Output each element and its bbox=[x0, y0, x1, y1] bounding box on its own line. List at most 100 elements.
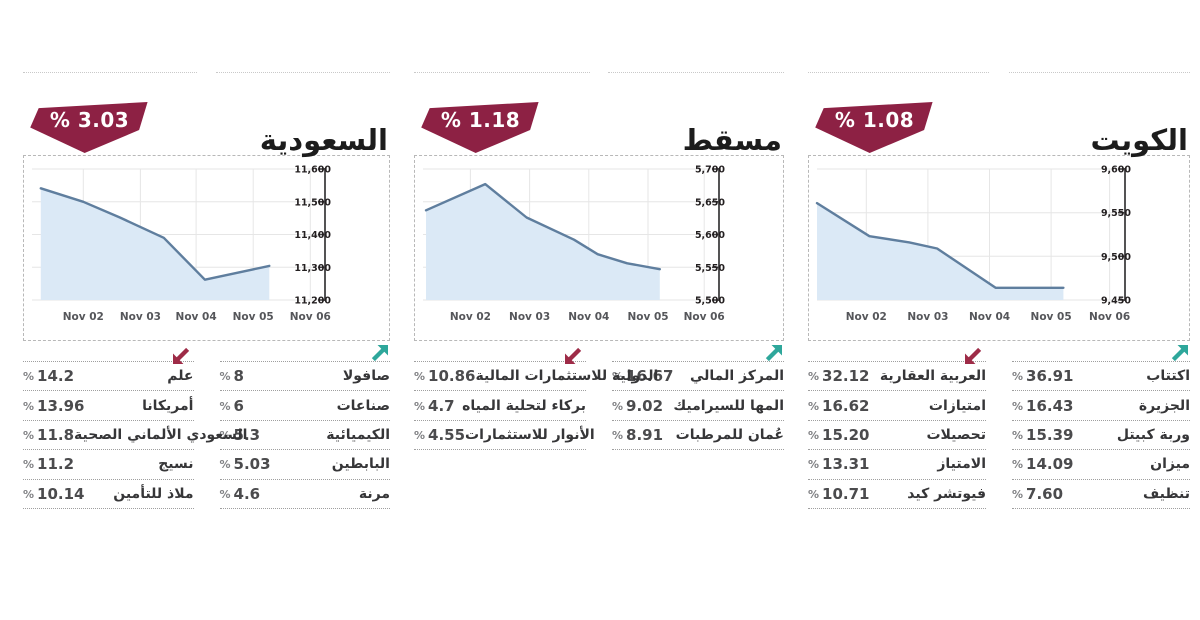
stock-change-value: % 13.31 bbox=[808, 455, 870, 474]
svg-text:9,550: 9,550 bbox=[1101, 208, 1131, 219]
percent-sign: % bbox=[1012, 370, 1024, 384]
svg-text:Nov 05: Nov 05 bbox=[627, 311, 668, 323]
svg-text:5,600: 5,600 bbox=[695, 230, 725, 241]
area-chart: 9,600 9,550 9,500 9,450 Nov 02 Nov 03 Nov 04 No… bbox=[815, 165, 1131, 323]
svg-text:11,500: 11,500 bbox=[294, 197, 331, 208]
percent-sign: % bbox=[808, 487, 820, 501]
percent-sign: % bbox=[219, 370, 231, 384]
top-divider bbox=[808, 72, 1190, 73]
index-chart-frame: 11,600 11,500 11,400 11,300 11,200 Nov 02 Nov … bbox=[23, 155, 390, 341]
market-title: مسقط bbox=[682, 123, 782, 157]
stock-name: الكيميائية bbox=[326, 426, 390, 443]
percent-sign: % bbox=[414, 370, 426, 384]
stock-row: % 7.60 تنظيف bbox=[1012, 480, 1190, 509]
losers-list: % 32.12 العربية العقارية % 16.62 امتيازات % 15.… bbox=[808, 362, 986, 509]
panel-header: % 1.08 الكويت bbox=[808, 73, 1190, 155]
losers-list: % 10.86 الدولية للاستثمارات المالية % 4.7 برك… bbox=[414, 362, 658, 451]
stock-change-value: % 13.96 bbox=[23, 396, 85, 415]
percent-sign: % bbox=[612, 399, 624, 413]
stock-change-value: % 4.6 bbox=[219, 484, 261, 503]
svg-text:11,300: 11,300 bbox=[294, 263, 331, 274]
stock-row: % 15.20 تحصيلات bbox=[808, 421, 986, 451]
stock-row: % 10.71 فيوتشر كيد bbox=[808, 480, 986, 509]
svg-text:11,200: 11,200 bbox=[294, 296, 331, 307]
losers-list: % 14.2 علم % 13.96 أمريكانا % 11.8 السعودي الألم… bbox=[23, 362, 247, 509]
svg-text:Nov 06: Nov 06 bbox=[1089, 311, 1130, 323]
svg-text:Nov 04: Nov 04 bbox=[969, 311, 1010, 323]
stock-row: % 5.3 الكيميائية bbox=[219, 421, 390, 451]
stock-change-value: % 8.91 bbox=[612, 425, 664, 444]
svg-text:Nov 04: Nov 04 bbox=[176, 311, 217, 323]
stock-row: % 32.12 العربية العقارية bbox=[808, 362, 986, 392]
stock-row: % 11.2 نسيج bbox=[23, 450, 194, 480]
down-left-arrow-icon bbox=[565, 345, 584, 364]
stock-change-value: % 7.60 bbox=[1012, 484, 1064, 503]
svg-text:Nov 06: Nov 06 bbox=[290, 311, 331, 323]
percent-sign: % bbox=[612, 370, 624, 384]
percent-sign: % bbox=[808, 399, 820, 413]
stock-change-value: % 16.43 bbox=[1012, 396, 1074, 415]
stock-change-value: % 32.12 bbox=[808, 367, 870, 386]
stock-name: المركز المالي bbox=[690, 368, 784, 385]
percent-sign: % bbox=[219, 487, 231, 501]
svg-text:Nov 03: Nov 03 bbox=[120, 311, 161, 323]
svg-text:Nov 03: Nov 03 bbox=[907, 311, 948, 323]
percent-sign: % bbox=[23, 428, 35, 442]
stock-name: البابطين bbox=[331, 456, 390, 473]
stock-change-value: % 4.55 bbox=[414, 425, 466, 444]
svg-text:Nov 02: Nov 02 bbox=[63, 311, 104, 323]
svg-text:Nov 04: Nov 04 bbox=[568, 311, 609, 323]
stock-row: % 10.14 ملاذ للتأمين bbox=[23, 480, 194, 509]
stock-change-value: % 8 bbox=[219, 367, 244, 386]
panel-header: % 3.03 السعودية bbox=[23, 73, 390, 155]
svg-text:Nov 02: Nov 02 bbox=[450, 311, 491, 323]
stock-name: مرنة bbox=[358, 485, 390, 502]
stock-row: % 15.39 وربة كبيتل bbox=[1012, 421, 1190, 451]
percent-sign: % bbox=[612, 428, 624, 442]
stock-row: % 13.96 أمريكانا bbox=[23, 391, 194, 421]
stock-row: % 13.31 الامتياز bbox=[808, 450, 986, 480]
stock-name: امتيازات bbox=[928, 397, 986, 414]
stock-row: % 4.7 بركاء لتحلية المياه bbox=[414, 391, 586, 421]
stock-name: صافولا bbox=[342, 368, 390, 385]
up-right-arrow-icon bbox=[763, 345, 782, 364]
stock-name: الجزيرة bbox=[1138, 397, 1190, 414]
stock-change-value: % 14.2 bbox=[23, 367, 75, 386]
percent-sign: % bbox=[219, 399, 231, 413]
stock-row: % 4.55 الأنوار للاستثمارات bbox=[414, 421, 595, 451]
svg-text:Nov 03: Nov 03 bbox=[509, 311, 550, 323]
stock-change-value: % 36.91 bbox=[1012, 367, 1074, 386]
stock-name: عُمان للمرطبات bbox=[675, 426, 784, 443]
svg-text:Nov 06: Nov 06 bbox=[684, 311, 725, 323]
stock-name: تحصيلات bbox=[926, 426, 986, 443]
percent-sign: % bbox=[808, 428, 820, 442]
stock-name: علم bbox=[167, 368, 194, 385]
movers-tables: % 16.67 المركز المالي % 9.02 المها للسيراميك%… bbox=[414, 342, 784, 451]
market-panel-kuwait: % 1.08 الكويت 9,600 9,550 9,500 9,450 Nov 02… bbox=[808, 72, 1190, 620]
svg-text:Nov 02: Nov 02 bbox=[846, 311, 887, 323]
index-change-value: % 1.18 bbox=[440, 108, 521, 132]
svg-text:9,450: 9,450 bbox=[1101, 296, 1131, 307]
up-right-arrow-icon bbox=[1169, 345, 1188, 364]
percent-sign: % bbox=[219, 428, 231, 442]
stock-row: % 6 صناعات bbox=[219, 391, 390, 421]
percent-sign: % bbox=[1012, 487, 1024, 501]
stock-name: تنظيف bbox=[1143, 485, 1190, 502]
svg-text:Nov 05: Nov 05 bbox=[1031, 311, 1072, 323]
stock-name: ميزان bbox=[1150, 456, 1190, 473]
stock-row: % 14.2 علم bbox=[23, 362, 194, 392]
index-chart-frame: 9,600 9,550 9,500 9,450 Nov 02 Nov 03 Nov 04 No… bbox=[808, 155, 1190, 341]
stock-row: % 10.86 الدولية للاستثمارات المالية bbox=[414, 362, 658, 392]
stock-row: % 36.91 اكتتاب bbox=[1012, 362, 1190, 392]
stock-name: اكتتاب bbox=[1146, 368, 1190, 385]
percent-sign: % bbox=[23, 458, 35, 472]
movers-tables: % 36.91 اكتتاب % 16.43 الجزيرة % 15.39 وربة كبيت… bbox=[808, 342, 1190, 509]
svg-text:9,600: 9,600 bbox=[1101, 165, 1131, 176]
area-chart: 5,700 5,650 5,600 5,550 5,500 Nov 02 Nov 03 Nov… bbox=[423, 165, 725, 323]
losers-column: % 14.2 علم % 13.96 أمريكانا % 11.8 السعودي الألم… bbox=[23, 342, 247, 509]
stock-change-value: % 4.7 bbox=[414, 396, 455, 415]
svg-text:5,650: 5,650 bbox=[695, 197, 725, 208]
svg-text:5,550: 5,550 bbox=[695, 263, 725, 274]
market-panel-saudi: % 3.03 السعودية 11,600 11,500 11,400 11,300… bbox=[23, 72, 390, 620]
